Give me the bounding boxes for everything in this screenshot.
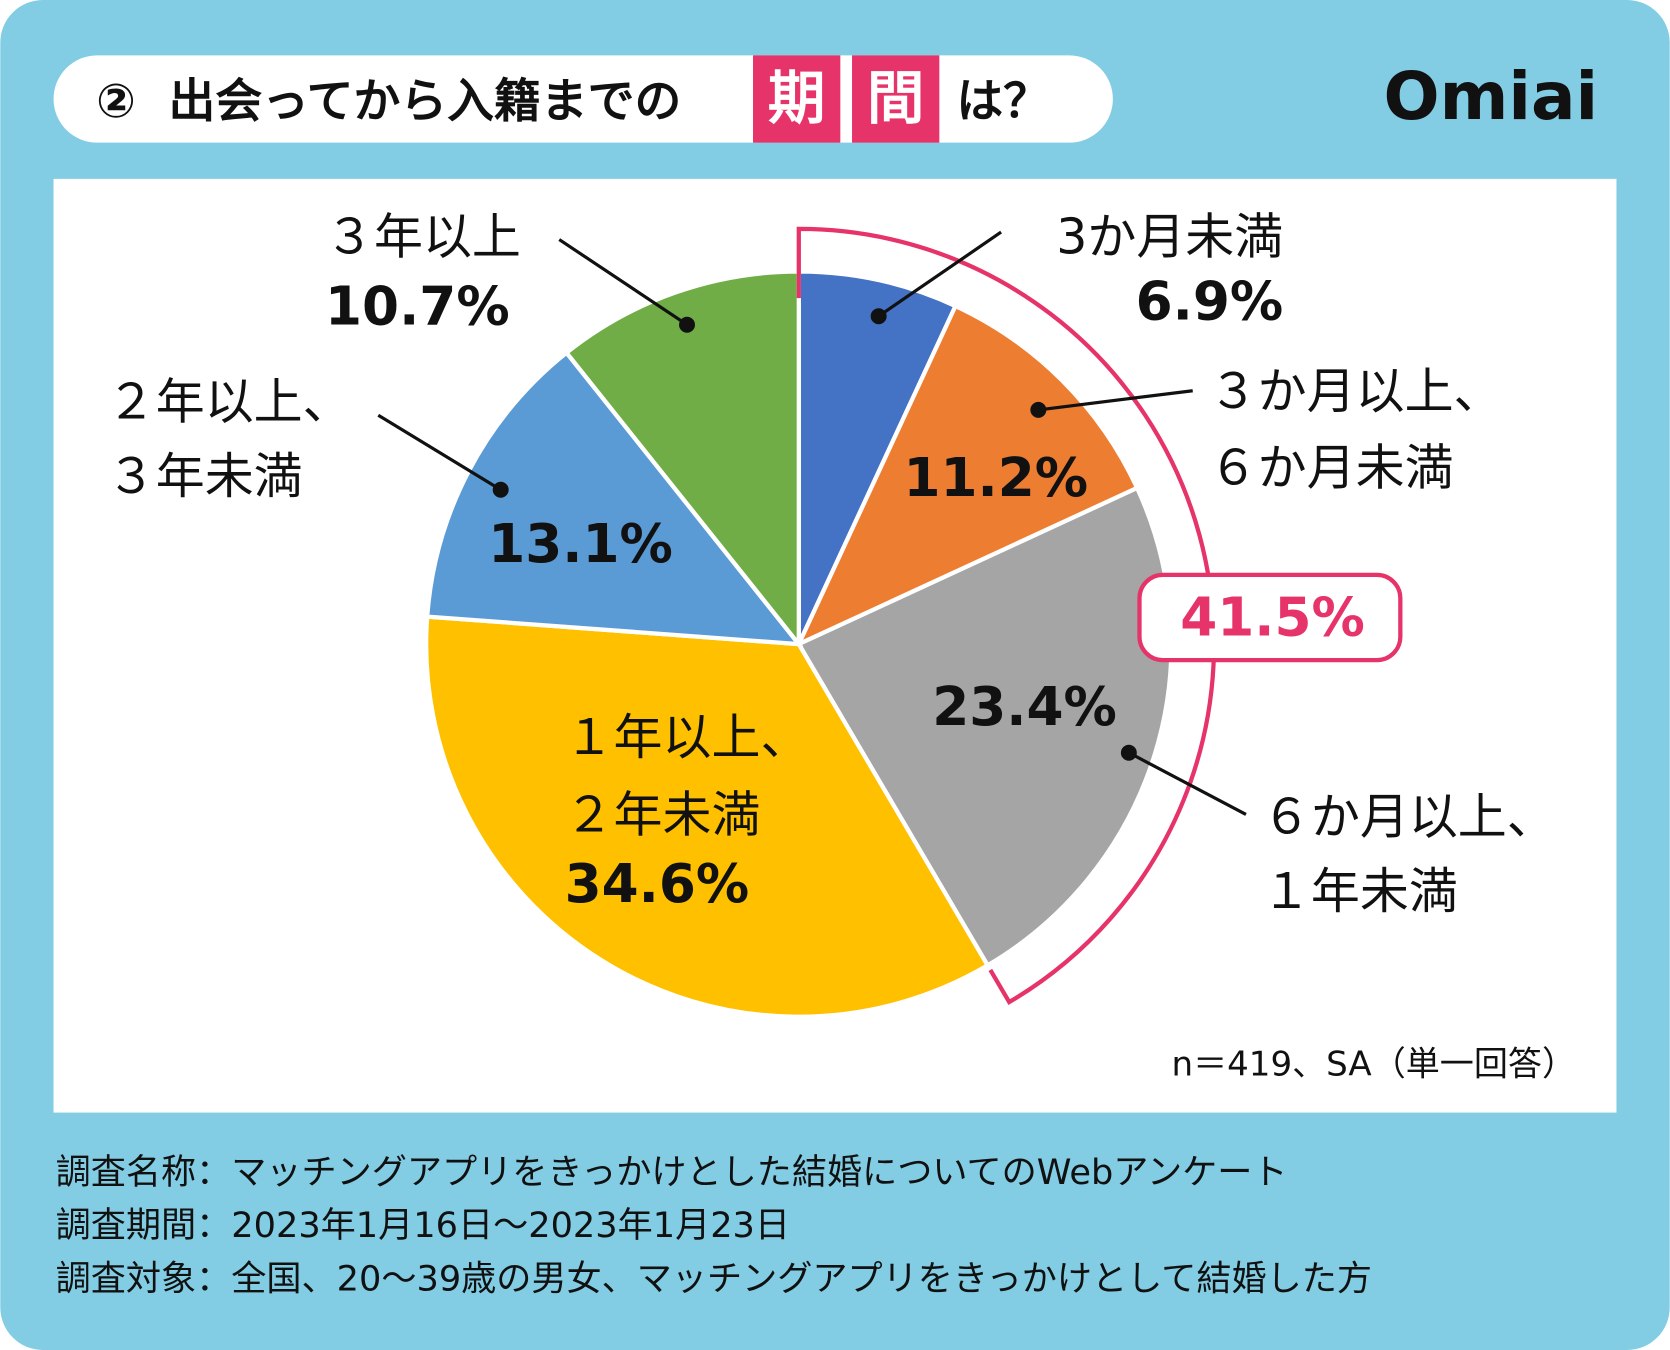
bracket-total-box — [1137, 572, 1403, 663]
survey-period: 調査期間：2023年1月16日～2023年1月23日 — [56, 1205, 790, 1246]
slice-value-0: 6.9% — [1136, 270, 1284, 332]
survey-name: 調査名称：マッチングアプリをきっかけとした結婚についてのWebアンケート — [56, 1152, 1288, 1193]
leader-line-2 — [1128, 751, 1247, 816]
slice-value-3: 34.6% — [565, 853, 750, 915]
pie-slice-5 — [563, 269, 801, 651]
survey-target: 調査対象：全国、20～39歳の男女、マッチングアプリをきっかけとして結婚した方 — [56, 1258, 1372, 1299]
title-bar: ② 出会ってから入籍までの 期 間 は？ — [53, 55, 1113, 143]
highlight-box-2 — [852, 55, 940, 143]
title-highlight-1: 期 — [768, 65, 826, 132]
leader-line-5 — [558, 238, 688, 327]
sample-note: n＝419、SA（単一回答） — [1172, 1044, 1576, 1084]
title-text: 出会ってから入籍までの — [169, 75, 682, 129]
pie-chart — [424, 269, 1174, 1019]
highlight-box-1 — [753, 55, 841, 143]
slice-label-4b: ３年未満 — [107, 448, 303, 505]
title-pill — [53, 55, 1113, 143]
slice-label-0: 3か月未満 — [1056, 208, 1283, 265]
pie-slice-1 — [794, 303, 1140, 649]
slice-label-3b: ２年未満 — [565, 787, 761, 844]
slice-value-1: 11.2% — [903, 447, 1088, 509]
slice-label-4a: ２年以上、 — [107, 373, 352, 430]
leader-dot-1 — [1030, 401, 1047, 418]
title-number: ② — [96, 75, 136, 129]
slice-label-2b: １年未満 — [1262, 863, 1458, 920]
leader-dot-0 — [870, 308, 887, 325]
slice-value-5: 10.7% — [325, 276, 510, 338]
slice-label-5: ３年以上 — [325, 208, 521, 265]
leader-dot-5 — [679, 316, 695, 333]
pie-slice-3 — [424, 614, 991, 1019]
title-highlight-2: 間 — [867, 65, 925, 132]
slice-value-4: 13.1% — [488, 513, 673, 575]
leader-line-4 — [377, 413, 502, 492]
slice-value-2: 23.4% — [932, 676, 1117, 738]
slice-label-1b: ６か月未満 — [1209, 439, 1454, 496]
omiai-logo: Omiai — [1384, 58, 1599, 135]
leader-line-0 — [877, 230, 1002, 318]
leader-lines — [377, 230, 1247, 816]
slice-label-3a: １年以上、 — [565, 709, 810, 766]
leader-dot-2 — [1120, 744, 1137, 761]
title-suffix: は？ — [956, 75, 1050, 129]
leader-line-1 — [1038, 389, 1193, 412]
bracket-highlight — [796, 226, 1217, 1005]
slice-label-1a: ３か月以上、 — [1209, 363, 1503, 420]
slice-label-2a: ６か月以上、 — [1262, 789, 1556, 846]
pie-slice-2 — [795, 485, 1174, 969]
pie-slice-0 — [796, 269, 959, 646]
leader-dot-4 — [492, 481, 509, 498]
bracket-total-label: 41.5% — [1180, 587, 1365, 649]
